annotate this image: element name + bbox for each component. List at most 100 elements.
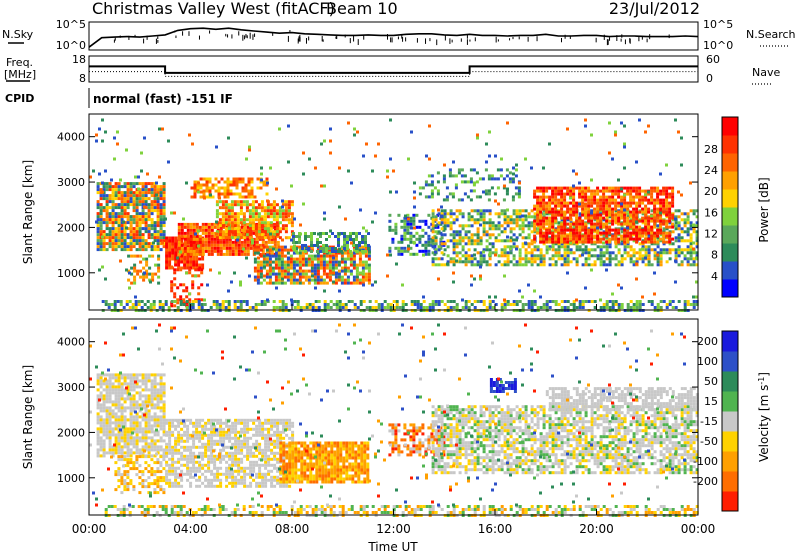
heatmap-cell <box>361 241 364 244</box>
heatmap-cell <box>245 256 248 260</box>
heatmap-cell <box>533 195 537 199</box>
heatmap-cell <box>108 206 112 210</box>
heatmap-cell <box>443 242 447 246</box>
heatmap-cell <box>686 260 690 264</box>
heatmap-cell <box>626 306 630 309</box>
heatmap-cell <box>584 207 588 211</box>
heatmap-cell <box>665 213 669 217</box>
heatmap-cell <box>145 269 149 273</box>
heatmap-cell <box>346 257 350 261</box>
heatmap-cell <box>99 188 103 192</box>
heatmap-cell <box>472 168 476 172</box>
heatmap-cell <box>222 246 226 250</box>
heatmap-cell <box>210 249 214 253</box>
cpid-label: CPID <box>5 92 34 105</box>
heatmap-cell <box>593 222 597 226</box>
heatmap-cell <box>665 204 669 208</box>
heatmap-cell <box>147 188 151 192</box>
heatmap-cell <box>506 215 510 219</box>
heatmap-cell <box>161 303 165 306</box>
heatmap-cell <box>151 278 155 282</box>
heatmap-cell <box>293 247 296 251</box>
heatmap-cell <box>461 227 465 231</box>
heatmap-cell <box>458 212 462 216</box>
heatmap-cell <box>126 245 130 249</box>
heatmap-cell <box>295 281 299 285</box>
heatmap-cell <box>668 216 672 220</box>
heatmap-cell <box>102 239 106 243</box>
heatmap-cell <box>302 202 305 206</box>
heatmap-cell <box>105 233 109 237</box>
heatmap-cell <box>680 227 684 231</box>
heatmap-cell <box>162 203 166 207</box>
heatmap-cell <box>545 251 549 255</box>
heatmap-cell <box>614 234 618 238</box>
heatmap-cell <box>114 239 118 243</box>
heatmap-cell <box>665 260 669 264</box>
heatmap-cell <box>111 212 115 216</box>
heatmap-cell <box>308 303 312 306</box>
heatmap-cell <box>328 269 332 273</box>
heatmap-cell <box>280 281 284 285</box>
heatmap-cell <box>96 185 100 189</box>
heatmap-cell <box>434 224 438 228</box>
heatmap-cell <box>470 218 474 222</box>
heatmap-cell <box>560 207 564 211</box>
heatmap-cell <box>361 269 365 273</box>
heatmap-cell <box>96 239 100 243</box>
heatmap-cell <box>129 227 133 231</box>
heatmap-cell <box>207 222 211 226</box>
heatmap-cell <box>158 300 162 303</box>
heatmap-cell <box>280 266 284 270</box>
heatmap-cell <box>142 266 146 270</box>
heatmap-cell <box>185 304 189 308</box>
heatmap-cell <box>569 201 573 205</box>
heatmap-cell <box>566 189 570 193</box>
heatmap-cell <box>515 300 519 303</box>
heatmap-cell <box>221 303 225 306</box>
heatmap-cell <box>120 200 124 204</box>
heatmap-cell <box>494 239 498 243</box>
heatmap-cell <box>686 230 690 234</box>
heatmap-cell <box>245 233 249 237</box>
heatmap-cell <box>258 252 262 256</box>
heatmap-cell <box>587 251 591 255</box>
heatmap-cell <box>542 209 546 213</box>
heatmap-cell <box>140 300 144 303</box>
heatmap-cell <box>200 306 204 309</box>
heatmap-cell <box>129 245 133 249</box>
heatmap-cell <box>229 180 233 184</box>
heatmap-cell <box>102 218 106 222</box>
heatmap-cell <box>494 251 498 255</box>
heatmap-cell <box>144 200 148 204</box>
heatmap-cell <box>509 239 513 243</box>
heatmap-cell <box>269 230 273 234</box>
heatmap-cell <box>662 186 666 190</box>
heatmap-cell <box>183 225 187 229</box>
heatmap-cell <box>96 227 100 231</box>
heatmap-cell <box>566 251 570 255</box>
heatmap-cell <box>434 218 438 222</box>
heatmap-cell <box>289 275 293 279</box>
heatmap-cell <box>268 254 272 258</box>
heatmap-cell <box>150 227 154 231</box>
heatmap-cell <box>533 204 537 208</box>
power-colorbar-tick-label: 28 <box>704 143 718 156</box>
heatmap-cell <box>189 237 193 241</box>
heatmap-cell <box>461 212 465 216</box>
heatmap-cell <box>605 268 608 272</box>
heatmap-cell <box>596 254 600 258</box>
heatmap-cell <box>608 198 612 202</box>
heatmap-cell <box>674 280 677 284</box>
heatmap-cell <box>229 183 233 187</box>
heatmap-cell <box>319 241 322 244</box>
heatmap-cell <box>302 172 305 176</box>
heatmap-cell <box>222 237 226 241</box>
heatmap-cell <box>201 263 205 267</box>
heatmap-cell <box>578 225 582 229</box>
heatmap-cell <box>464 236 468 240</box>
heatmap-cell <box>422 253 425 257</box>
heatmap-cell <box>177 222 181 226</box>
heatmap-cell <box>257 215 261 219</box>
heatmap-cell <box>138 188 142 192</box>
